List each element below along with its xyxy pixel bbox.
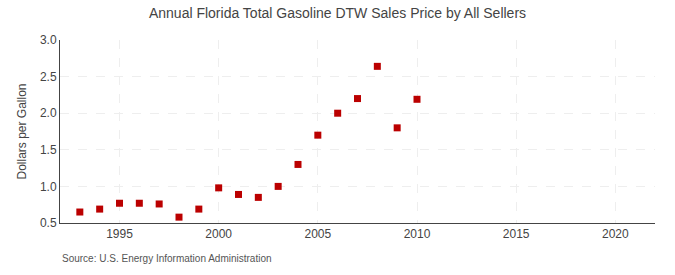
svg-text:2015: 2015 (503, 227, 530, 241)
svg-text:1.0: 1.0 (40, 180, 57, 194)
svg-text:2020: 2020 (602, 227, 629, 241)
svg-text:2010: 2010 (404, 227, 431, 241)
svg-text:0.5: 0.5 (40, 216, 57, 230)
svg-text:Annual Florida Total Gasoline: Annual Florida Total Gasoline DTW Sales … (149, 5, 526, 21)
svg-text:2000: 2000 (205, 227, 232, 241)
svg-text:3.0: 3.0 (40, 33, 57, 47)
svg-text:1.5: 1.5 (40, 143, 57, 157)
svg-text:Source: U.S. Energy Informatio: Source: U.S. Energy Information Administ… (62, 253, 272, 264)
svg-text:1995: 1995 (106, 227, 133, 241)
svg-text:2005: 2005 (304, 227, 331, 241)
svg-text:2.5: 2.5 (40, 70, 57, 84)
svg-text:Dollars per Gallon: Dollars per Gallon (15, 83, 29, 179)
svg-text:2.0: 2.0 (40, 106, 57, 120)
